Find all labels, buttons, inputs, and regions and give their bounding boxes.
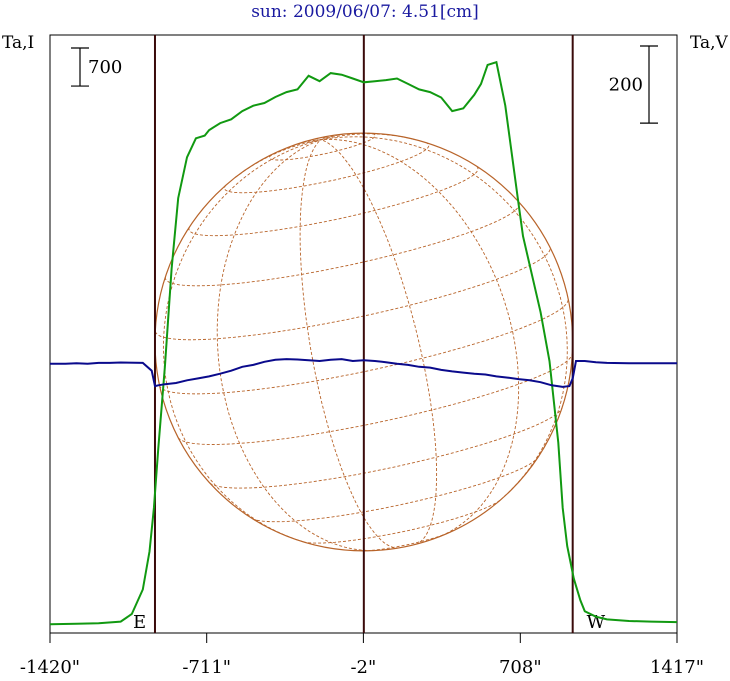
- scale-bars: 700 200: [71, 45, 658, 124]
- intensity-scale-label: 700: [88, 57, 122, 78]
- longitude-line: [320, 139, 438, 545]
- x-tick-label: -2": [350, 657, 376, 678]
- longitude-line: [320, 133, 344, 141]
- longitude-line: [297, 139, 321, 145]
- latitude-line: [303, 499, 501, 544]
- x-tick-label: 1417": [650, 657, 704, 678]
- longitude-line: [234, 139, 321, 178]
- latitude-line: [223, 142, 430, 194]
- longitude-line: [299, 139, 399, 549]
- longitude-line: [320, 133, 415, 141]
- latitude-line: [268, 132, 376, 161]
- equator-line: [159, 298, 569, 395]
- series-line-I: [49, 60, 678, 626]
- latitude-line: [209, 408, 563, 489]
- y-axis-label-left: Ta,I: [2, 33, 35, 53]
- chart-title: sun: 2009/06/07: 4.51[cm]: [251, 2, 479, 22]
- series-group: [49, 60, 678, 626]
- solar-disk-grid: [154, 132, 574, 552]
- longitude-line: [320, 136, 568, 501]
- west-limb-label: W: [587, 612, 606, 633]
- longitude-line: [320, 138, 520, 539]
- latitude-line: [177, 353, 573, 445]
- east-limb-label: E: [133, 612, 146, 633]
- latitude-line: [154, 247, 551, 341]
- x-tick-label: -711": [182, 657, 231, 678]
- latitude-line: [164, 201, 520, 287]
- longitude-line: [216, 139, 377, 552]
- x-tick-label: 708": [499, 657, 542, 678]
- longitude-line: [162, 139, 321, 543]
- series-line-V: [50, 358, 677, 388]
- latitude-line: [361, 531, 451, 552]
- x-tick-label: -1420": [20, 657, 80, 678]
- longitude-line: [320, 136, 327, 141]
- latitude-line: [251, 457, 538, 523]
- longitude-line: [314, 138, 321, 141]
- latitude-line: [188, 165, 479, 237]
- y-axis-label-right: Ta,V: [690, 33, 728, 53]
- x-axis-ticks: -1420" -711" -2" 708" 1417": [20, 633, 704, 678]
- polarization-scale-label: 200: [609, 75, 643, 96]
